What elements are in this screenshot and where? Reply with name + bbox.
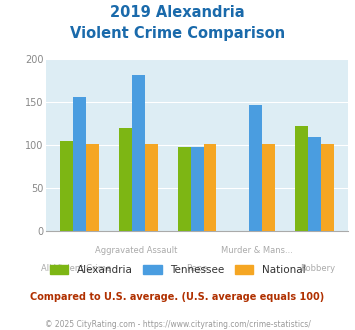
Text: Rape: Rape: [186, 264, 208, 273]
Bar: [295, 126, 308, 231]
Text: Robbery: Robbery: [300, 264, 335, 273]
Bar: [73, 97, 86, 231]
Legend: Alexandria, Tennessee, National: Alexandria, Tennessee, National: [45, 261, 310, 280]
Text: Murder & Mans...: Murder & Mans...: [222, 246, 293, 255]
Text: Aggravated Assault: Aggravated Assault: [95, 246, 178, 255]
Bar: [144, 144, 158, 231]
Bar: [250, 105, 262, 231]
Bar: [191, 147, 203, 231]
Text: 2019 Alexandria: 2019 Alexandria: [110, 5, 245, 20]
Bar: [132, 75, 144, 231]
Bar: [178, 147, 191, 231]
Text: Compared to U.S. average. (U.S. average equals 100): Compared to U.S. average. (U.S. average …: [31, 292, 324, 302]
Text: Violent Crime Comparison: Violent Crime Comparison: [70, 26, 285, 41]
Bar: [262, 144, 275, 231]
Bar: [119, 128, 132, 231]
Text: All Violent Crime: All Violent Crime: [41, 264, 111, 273]
Bar: [86, 144, 99, 231]
Text: © 2025 CityRating.com - https://www.cityrating.com/crime-statistics/: © 2025 CityRating.com - https://www.city…: [45, 320, 310, 329]
Bar: [321, 144, 334, 231]
Bar: [60, 141, 73, 231]
Bar: [203, 144, 217, 231]
Bar: [308, 137, 321, 231]
